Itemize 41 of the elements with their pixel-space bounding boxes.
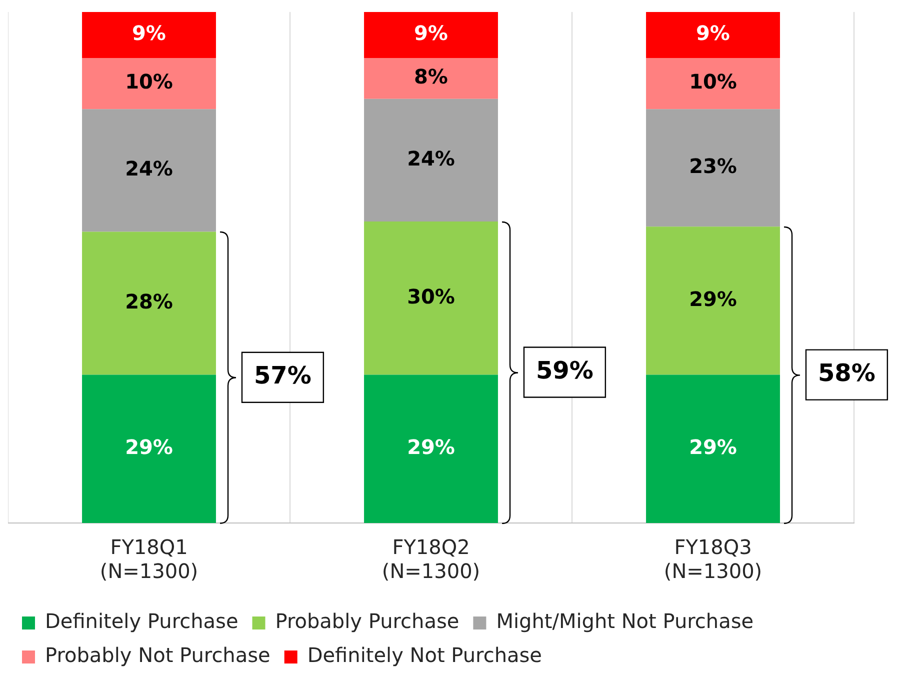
bar <box>82 58 216 110</box>
data-label: 29% <box>125 435 173 460</box>
bar <box>82 109 216 232</box>
x-tick-label: FY18Q2 (N=1300) <box>382 535 480 584</box>
bar <box>82 12 216 58</box>
bar <box>364 98 498 222</box>
data-label: 24% <box>407 146 455 170</box>
data-label: 29% <box>407 435 455 460</box>
data-label: 9% <box>414 21 448 46</box>
legend-label: Definitely Purchase <box>45 609 238 634</box>
data-label: 30% <box>407 284 455 308</box>
legend-label: Probably Purchase <box>275 609 460 634</box>
bar <box>646 109 780 227</box>
data-label: 23% <box>689 154 737 178</box>
data-label: 10% <box>689 70 737 94</box>
bar <box>646 374 780 523</box>
data-label: 29% <box>689 286 737 311</box>
bar <box>364 222 498 375</box>
x-tick-label: FY18Q3 (N=1300) <box>664 535 762 584</box>
annotation: 59% <box>536 356 594 384</box>
bar <box>82 374 216 523</box>
bar <box>364 374 498 523</box>
x-tick-label: FY18Q1 (N=1300) <box>100 535 198 584</box>
data-label: 8% <box>414 64 448 89</box>
bar <box>646 226 780 375</box>
annotation: 58% <box>818 359 876 388</box>
data-label: 9% <box>696 21 730 46</box>
legend-label: Definitely Not Purchase <box>307 643 542 668</box>
bar <box>82 232 216 375</box>
legend-label: Might/Might Not Purchase <box>496 609 754 634</box>
annotation: 57% <box>254 362 312 390</box>
data-label: 10% <box>125 70 173 94</box>
bar <box>364 12 498 58</box>
bar <box>646 12 780 58</box>
data-label: 29% <box>689 435 737 460</box>
data-label: 9% <box>132 21 166 46</box>
legend-label: Probably Not Purchase <box>45 643 270 668</box>
bar <box>646 58 780 110</box>
data-label: 28% <box>125 289 173 314</box>
data-label: 24% <box>125 156 173 181</box>
bar <box>364 58 498 99</box>
